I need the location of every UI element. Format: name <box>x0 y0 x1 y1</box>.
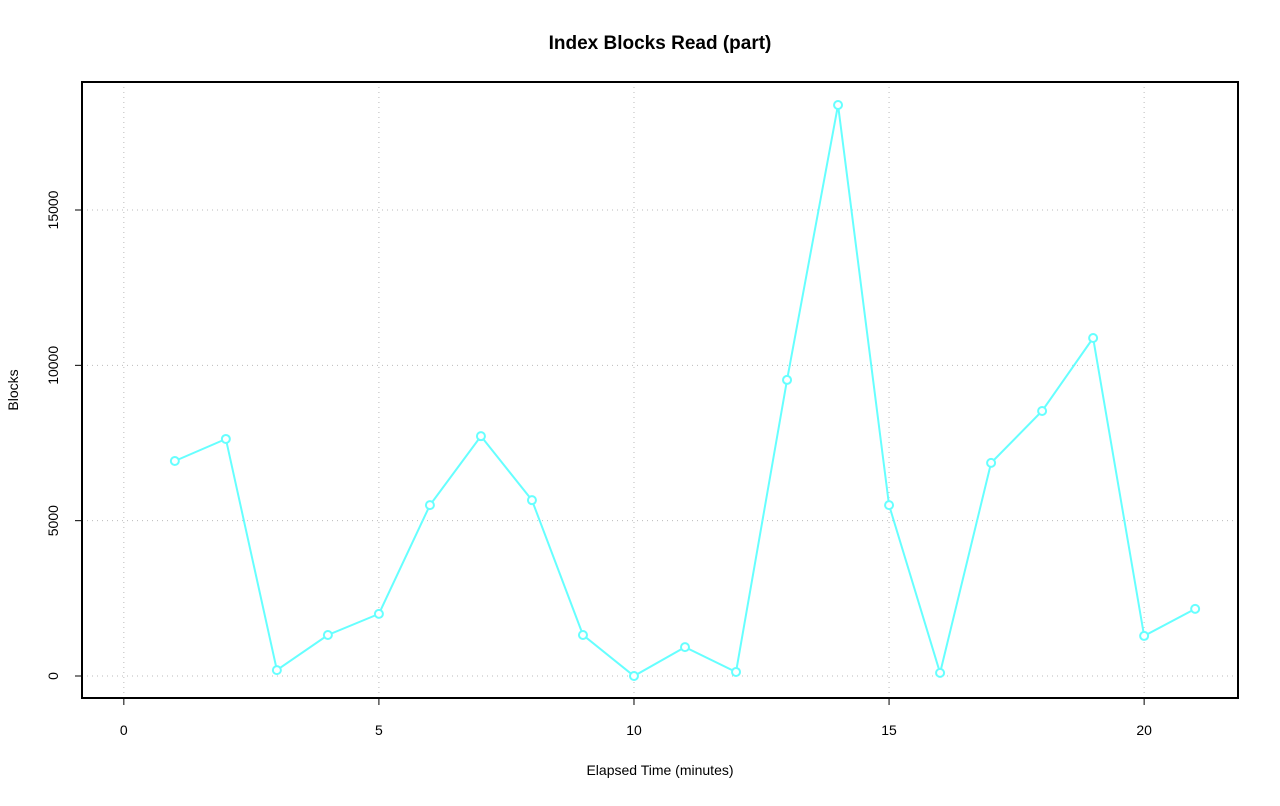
series-line <box>174 104 1196 678</box>
y-tick-label: 5000 <box>45 505 61 536</box>
data-point <box>1139 630 1150 641</box>
data-point <box>424 500 435 511</box>
x-axis-label: Elapsed Time (minutes) <box>586 762 733 778</box>
data-point <box>935 667 946 678</box>
y-tick-label: 15000 <box>45 190 61 229</box>
data-point <box>1190 603 1201 614</box>
y-axis-label: Blocks <box>5 369 21 410</box>
data-point <box>373 608 384 619</box>
data-point <box>1037 406 1048 417</box>
data-point <box>731 666 742 677</box>
plot-frame <box>81 81 1239 699</box>
data-point <box>1088 332 1099 343</box>
data-point <box>526 495 537 506</box>
x-tick-label: 15 <box>881 722 897 738</box>
data-point <box>782 374 793 385</box>
data-point <box>628 671 639 682</box>
data-point <box>475 431 486 442</box>
data-point <box>986 457 997 468</box>
data-point <box>884 500 895 511</box>
data-point <box>679 642 690 653</box>
x-tick-label: 20 <box>1136 722 1152 738</box>
chart-title: Index Blocks Read (part) <box>549 33 772 54</box>
x-tick-label: 10 <box>626 722 642 738</box>
data-point <box>833 99 844 110</box>
data-point <box>322 629 333 640</box>
data-point <box>577 629 588 640</box>
data-point <box>220 433 231 444</box>
x-tick-label: 0 <box>120 722 128 738</box>
data-point <box>271 665 282 676</box>
y-tick-label: 0 <box>45 672 61 680</box>
x-tick-label: 5 <box>375 722 383 738</box>
data-point <box>169 456 180 467</box>
y-tick-label: 10000 <box>45 346 61 385</box>
